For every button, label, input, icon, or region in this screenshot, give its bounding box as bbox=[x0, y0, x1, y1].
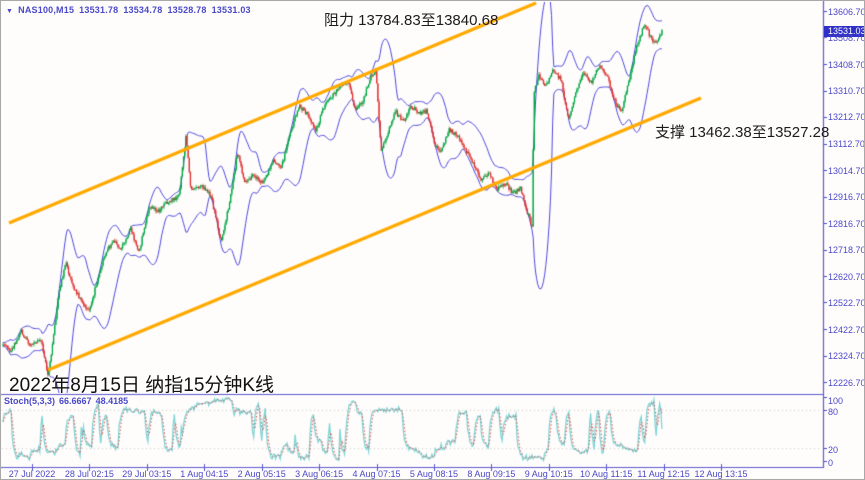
price-axis-label: 13408.70 bbox=[828, 59, 865, 70]
time-axis-label: 10 Aug 11:15 bbox=[579, 469, 633, 479]
price-axis-label: 12522.70 bbox=[828, 297, 865, 308]
price-axis-label: 13212.70 bbox=[828, 112, 865, 123]
price-axis[interactable]: 13531.03 13606.70 13508.70 13408.70 13310.7… bbox=[824, 1, 865, 468]
symbol-name: NAS100,M15 bbox=[18, 5, 75, 15]
time-axis-label: 3 Aug 06:15 bbox=[295, 469, 344, 479]
ohlc-high: 13534.78 bbox=[123, 5, 163, 15]
time-axis-label: 28 Jul 02:15 bbox=[64, 469, 114, 479]
stoch-signal-value: 48.4185 bbox=[95, 396, 129, 406]
chart-caption: 2022年8月15日 纳指15分钟K线 bbox=[9, 375, 275, 396]
price-axis-label: 12816.70 bbox=[828, 218, 865, 229]
support-annotation[interactable]: 支撑 13462.38至13527.28 bbox=[655, 124, 830, 141]
ohlc-open: 13531.78 bbox=[79, 5, 119, 15]
stoch-axis-label: 100 bbox=[828, 396, 844, 406]
time-axis-label: 4 Aug 07:15 bbox=[352, 469, 401, 479]
resistance-annotation[interactable]: 阻力 13784.83至13840.68 bbox=[324, 12, 499, 29]
price-axis-label: 13014.70 bbox=[828, 165, 865, 176]
price-axis-label: 12620.70 bbox=[828, 271, 865, 282]
price-axis-label: 13508.70 bbox=[828, 32, 865, 43]
time-axis-label: 29 Jul 03:15 bbox=[122, 469, 172, 479]
time-axis[interactable]: 27 Jul 2022 28 Jul 02:15 29 Jul 03:15 1 Aug… bbox=[1, 468, 823, 479]
price-axis-label: 12718.70 bbox=[828, 245, 865, 256]
time-axis-label: 12 Aug 13:15 bbox=[694, 469, 748, 479]
stoch-main-value: 66.6667 bbox=[59, 396, 92, 406]
price-axis-label: 13606.70 bbox=[828, 6, 865, 17]
price-axis-label: 12226.70 bbox=[828, 377, 865, 388]
time-axis-label: 2 Aug 05:15 bbox=[237, 469, 286, 479]
stoch-name: Stoch(5,3,3) bbox=[4, 396, 56, 406]
stoch-axis-label: 0 bbox=[828, 458, 834, 468]
time-axis-label: 5 Aug 08:15 bbox=[409, 469, 458, 479]
time-axis-label: 1 Aug 04:15 bbox=[180, 469, 229, 479]
price-axis-label: 13310.70 bbox=[828, 86, 865, 97]
price-axis-label: 12422.70 bbox=[828, 324, 865, 335]
current-price-badge: 13531.03 bbox=[824, 25, 864, 37]
time-axis-label: 27 Jul 2022 bbox=[8, 469, 56, 479]
time-axis-label: 8 Aug 09:15 bbox=[467, 469, 516, 479]
ohlc-low: 13528.78 bbox=[167, 5, 207, 15]
price-axis-label: 12916.70 bbox=[828, 192, 865, 203]
collapse-panel-icon[interactable]: ▼ bbox=[6, 8, 14, 15]
price-axis-label: 12324.70 bbox=[828, 351, 865, 362]
time-axis-label: 9 Aug 10:15 bbox=[524, 469, 573, 479]
stoch-axis-label: 80 bbox=[828, 406, 839, 417]
time-axis-label: 11 Aug 12:15 bbox=[637, 469, 690, 479]
ohlc-close: 13531.03 bbox=[211, 5, 251, 15]
symbol-info-bar: ▼ NAS100,M15 13531.78 13534.78 13528.78 13531… bbox=[6, 5, 256, 15]
stochastic-indicator-label: Stoch(5,3,3) 66.6667 48.4185 bbox=[4, 396, 132, 406]
stoch-axis-label: 20 bbox=[828, 445, 839, 456]
price-axis-label: 13112.70 bbox=[828, 139, 865, 150]
